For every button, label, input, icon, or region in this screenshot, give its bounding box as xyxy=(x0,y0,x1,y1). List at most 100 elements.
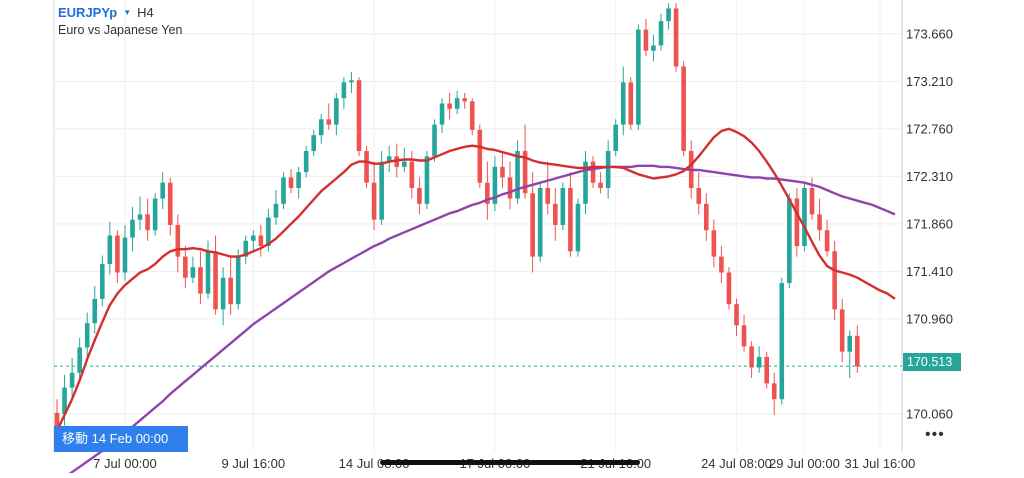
y-tick-label: 171.860 xyxy=(906,216,953,231)
candle-body xyxy=(251,235,256,241)
candle-body xyxy=(198,267,203,294)
candle xyxy=(756,346,762,373)
candle xyxy=(787,193,792,289)
candle xyxy=(439,98,445,134)
candle xyxy=(122,224,128,281)
candle-body xyxy=(749,346,754,368)
candle xyxy=(839,298,845,363)
candle-body xyxy=(167,182,173,225)
candle-body xyxy=(802,187,807,247)
candle-body xyxy=(183,256,188,278)
candle xyxy=(824,219,830,257)
candle xyxy=(681,61,686,157)
candle xyxy=(643,19,649,56)
candle xyxy=(311,129,316,157)
candle-body xyxy=(673,8,679,67)
candle xyxy=(107,221,113,275)
candle-body xyxy=(560,187,566,225)
candle-body xyxy=(507,177,513,199)
candle-body xyxy=(303,151,309,173)
candle xyxy=(553,187,558,241)
crosshair-time-badge[interactable]: 移動 14 Feb 00:00 xyxy=(54,426,188,452)
candle xyxy=(318,114,324,144)
y-tick-label: 172.310 xyxy=(906,169,953,184)
y-tick-label: 170.960 xyxy=(906,311,953,326)
more-options-icon[interactable]: ••• xyxy=(925,426,945,443)
y-tick-label: 170.060 xyxy=(906,406,953,421)
candle xyxy=(273,190,279,225)
candle-body xyxy=(462,98,467,102)
candle xyxy=(847,330,853,379)
candle xyxy=(598,172,603,194)
candle-body xyxy=(590,161,596,183)
candle-body xyxy=(364,151,369,183)
candle-body xyxy=(454,98,460,109)
candle-body xyxy=(107,235,113,265)
symbol-selector[interactable]: EURJPYp ▼ H4 xyxy=(58,5,154,20)
candle-body xyxy=(326,119,332,125)
candle xyxy=(386,145,392,173)
chevron-down-icon[interactable]: ▼ xyxy=(123,8,132,17)
candle-body xyxy=(228,277,233,305)
scroll-indicator[interactable] xyxy=(380,460,640,465)
candles xyxy=(54,3,860,431)
candle-body xyxy=(379,161,384,220)
candle-body xyxy=(553,203,558,225)
candle xyxy=(303,145,309,178)
candle-body xyxy=(84,323,90,348)
candle xyxy=(771,372,777,416)
candle xyxy=(235,249,241,310)
candle-body xyxy=(235,256,241,305)
candle-body xyxy=(824,230,830,252)
candle-body xyxy=(485,182,490,204)
candle-body xyxy=(424,156,430,204)
candle-body xyxy=(847,335,853,352)
candle-body xyxy=(839,309,845,352)
symbol-description: Euro vs Japanese Yen xyxy=(58,23,183,37)
candle-body xyxy=(726,272,732,305)
candle-body xyxy=(356,80,362,152)
candle-body xyxy=(130,219,135,238)
symbol-name[interactable]: EURJPYp xyxy=(58,5,118,20)
candle-body xyxy=(681,66,686,152)
x-tick-label: 7 Jul 00:00 xyxy=(93,456,157,471)
candle xyxy=(84,312,90,357)
candle xyxy=(605,140,611,199)
candle xyxy=(356,77,362,157)
candle xyxy=(100,255,105,307)
candle xyxy=(175,214,181,273)
candle-body xyxy=(756,356,762,368)
candle-body xyxy=(145,214,150,231)
candle-body xyxy=(273,203,279,218)
candle xyxy=(764,351,769,389)
candle xyxy=(719,246,724,284)
candle-body xyxy=(628,82,634,125)
candle xyxy=(228,256,233,315)
timeframe-label[interactable]: H4 xyxy=(137,5,154,20)
candle-body xyxy=(62,387,67,414)
candle xyxy=(69,358,75,400)
y-tick-label: 173.210 xyxy=(906,74,953,89)
candle-body xyxy=(704,203,709,231)
current-price-badge: 170.513 xyxy=(903,353,961,371)
candle xyxy=(183,246,188,289)
candle xyxy=(334,92,339,136)
candle xyxy=(855,325,860,373)
candle xyxy=(583,151,588,215)
candle-body xyxy=(855,335,860,367)
candle-body xyxy=(205,251,211,294)
candle xyxy=(281,172,286,210)
candle-body xyxy=(477,129,483,183)
candle xyxy=(734,298,739,336)
candle-body xyxy=(658,21,664,46)
candle xyxy=(507,161,513,210)
candle xyxy=(620,66,626,136)
price-axis[interactable]: 173.660 173.210 172.760 172.310 171.860 171.4… xyxy=(906,26,953,421)
candle-body xyxy=(620,82,626,125)
candle-body xyxy=(522,151,528,194)
candle-body xyxy=(651,45,656,51)
candle-body xyxy=(115,235,120,273)
candle xyxy=(152,193,158,236)
